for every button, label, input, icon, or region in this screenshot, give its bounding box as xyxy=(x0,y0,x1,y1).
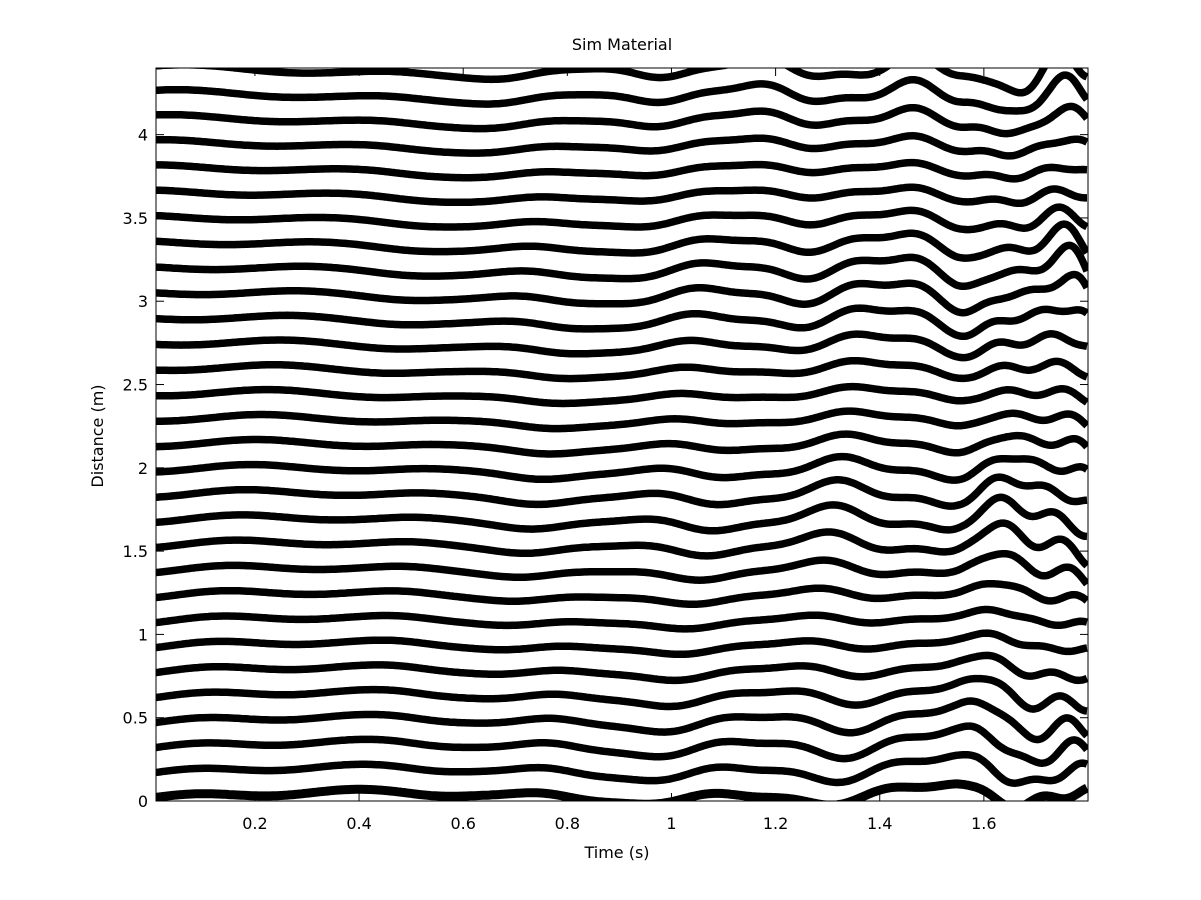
trace-line xyxy=(156,270,1088,317)
trace-line xyxy=(156,605,1088,633)
traces-group xyxy=(156,68,1088,801)
trace-line xyxy=(156,220,1088,262)
trace-line xyxy=(156,779,1088,801)
y-tick-label: 2.5 xyxy=(123,376,148,395)
y-tick-label: 1 xyxy=(138,625,148,644)
trace-line xyxy=(156,697,1088,744)
x-axis-ticks: 0.2 0.4 0.6 0.8 1 1.2 1.4 1.6 xyxy=(242,68,997,833)
x-tick-label: 1 xyxy=(666,814,676,833)
plot-area: 0.2 0.4 0.6 0.8 1 1.2 1.4 1.6 0 0.5 1 1.5 2 2.5 3 3.5 4 xyxy=(123,67,1089,833)
x-tick-label: 1.4 xyxy=(867,814,892,833)
chart-title: Sim Material xyxy=(572,35,672,54)
trace-line xyxy=(156,158,1088,183)
y-tick-label: 4 xyxy=(138,126,148,145)
trace-line xyxy=(156,330,1088,362)
trace-line xyxy=(156,71,1088,115)
trace-line xyxy=(156,183,1088,208)
trace-line xyxy=(156,629,1088,659)
y-tick-label: 0 xyxy=(138,792,148,811)
trace-line xyxy=(156,430,1088,458)
x-tick-label: 0.2 xyxy=(242,814,267,833)
trace-line xyxy=(156,241,1088,291)
trace-line xyxy=(156,473,1088,510)
y-tick-label: 3 xyxy=(138,292,148,311)
trace-line xyxy=(156,102,1088,138)
y-tick-label: 0.5 xyxy=(123,709,148,728)
x-tick-label: 0.6 xyxy=(450,814,475,833)
axes-frame xyxy=(155,67,1089,802)
y-tick-label: 1.5 xyxy=(123,542,148,561)
y-tick-label: 3.5 xyxy=(123,209,148,228)
x-tick-label: 0.8 xyxy=(555,814,580,833)
y-tick-label: 2 xyxy=(138,459,148,478)
x-tick-label: 0.4 xyxy=(346,814,371,833)
trace-line xyxy=(156,356,1088,383)
trace-line xyxy=(156,750,1088,787)
trace-line xyxy=(156,203,1088,234)
trace-line xyxy=(156,549,1088,587)
trace-line xyxy=(156,407,1088,433)
trace-line xyxy=(156,519,1088,569)
trace-line xyxy=(156,132,1088,160)
trace-line xyxy=(156,68,1088,97)
trace-line xyxy=(156,674,1088,715)
y-axis-ticks: 0 0.5 1 1.5 2 2.5 3 3.5 4 xyxy=(123,126,1088,811)
x-axis-label: Time (s) xyxy=(583,843,649,862)
trace-line xyxy=(156,722,1088,767)
trace-line xyxy=(156,493,1088,541)
trace-line xyxy=(156,651,1088,685)
trace-line xyxy=(156,579,1088,609)
trace-line xyxy=(156,304,1088,341)
y-axis-label: Distance (m) xyxy=(88,384,107,487)
trace-line xyxy=(156,382,1088,408)
x-tick-label: 1.6 xyxy=(971,814,996,833)
x-tick-label: 1.2 xyxy=(763,814,788,833)
trace-line xyxy=(156,452,1088,484)
